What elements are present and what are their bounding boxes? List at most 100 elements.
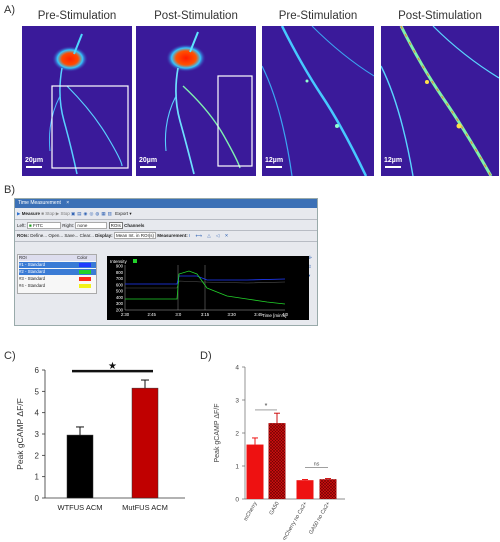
micrograph-pre-2: 12µm <box>262 26 374 176</box>
stop-icon-2: ▶ <box>55 211 60 216</box>
plot-ytick-5: 400 <box>116 295 124 300</box>
roi-swatch-3 <box>79 277 91 281</box>
tool-icons[interactable]: ▣▤◉◎◍▦▥ <box>71 211 114 216</box>
panel-c-letter: C) <box>4 350 16 362</box>
c-ytick-2: 2 <box>35 451 40 460</box>
c-ylabel: Peak gCAMP ΔF/F <box>15 398 25 470</box>
right-select[interactable]: none <box>75 222 108 229</box>
d-category-2: mCherry no Ca2+ <box>282 501 309 540</box>
d-sig-star: * <box>265 403 268 410</box>
chevron-down-icon[interactable]: ▾ <box>129 211 132 216</box>
intensity-legend-swatch <box>133 259 137 263</box>
define-button[interactable]: Define... <box>30 233 48 238</box>
rois-button[interactable]: ROIs <box>108 222 123 229</box>
left-select[interactable]: ■ FITC <box>27 222 62 229</box>
d-category-1: GA50 <box>268 501 280 516</box>
c-ytick-6: 6 <box>35 366 40 375</box>
roi-label-1: #1 - Standard <box>19 262 46 267</box>
close-icon[interactable]: × <box>66 200 70 206</box>
stop-button-1[interactable]: Stop <box>45 211 55 216</box>
d-ytick-3: 3 <box>235 398 239 405</box>
c-category-0: WTFUS ACM <box>58 503 103 512</box>
roi-swatch-1 <box>79 263 91 267</box>
plot-xtick-1: 2:45 <box>147 312 156 317</box>
plot-xtick-5: 3:45 <box>254 312 263 317</box>
roi-swatch-4 <box>79 284 91 288</box>
c-sig-star: ★ <box>108 361 117 372</box>
window-title: Time Measurement <box>18 200 61 206</box>
c-ytick-5: 5 <box>35 387 40 396</box>
intensity-ylabel: Intensity <box>110 259 128 264</box>
measurement-label: Measurement: <box>157 233 188 238</box>
roi-col-header: ROI <box>19 255 27 260</box>
roi-table: ROI Color #1 - Standard #2 - Standard #3… <box>17 254 97 294</box>
micrograph-post-1: 20µm <box>136 26 256 176</box>
plot-ytick-6: 300 <box>116 301 124 306</box>
intensity-xlabel: Time [min:s] <box>262 313 286 318</box>
micro-title-1: Pre-Stimulation <box>37 10 117 22</box>
channels-button[interactable]: Channels <box>124 223 145 228</box>
panel-a-letter: A) <box>4 4 15 16</box>
plot-ytick-2: 700 <box>116 276 124 281</box>
c-ytick-0: 0 <box>35 494 40 503</box>
c-ytick-3: 3 <box>35 430 40 439</box>
chart-d: 0 1 2 3 4 mCherry GA50 mCherry no Ca2+ GA50 no C… <box>214 365 345 540</box>
plot-ytick-0: 900 <box>116 264 124 269</box>
export-button[interactable]: Export <box>115 211 129 216</box>
play-icon[interactable]: ▶ <box>17 211 21 216</box>
micrograph-post-2: 12µm <box>381 26 499 176</box>
panel-b-letter: B) <box>4 184 15 196</box>
scalebar-label-2: 20µm <box>139 157 158 164</box>
d-ytick-1: 1 <box>235 464 239 471</box>
left-label: Left: <box>17 223 26 228</box>
d-category-0: mCherry <box>243 501 259 522</box>
stop-icon: ■ <box>41 211 44 216</box>
measurement-tool-icons[interactable]: I ⟷ △ ◁ ✕ <box>189 233 231 238</box>
display-select[interactable]: Mean Int. in ROI(s) <box>113 232 156 239</box>
side-tools[interactable]: ✣ ⇳ ▾ <box>308 255 312 278</box>
window-titlebar: Time Measurement × <box>15 199 317 208</box>
c-ytick-1: 1 <box>35 473 40 482</box>
save-button[interactable]: Save... <box>64 233 79 238</box>
c-category-1: MutFUS ACM <box>122 503 168 512</box>
clear-button[interactable]: Clear... <box>79 233 94 238</box>
scalebar-label-4: 12µm <box>384 157 403 164</box>
plot-xtick-4: 3:30 <box>227 312 236 317</box>
open-button[interactable]: Open... <box>48 233 64 238</box>
roi-table-header: ROI Color <box>19 255 96 261</box>
roi-row-3[interactable]: #3 - Standard <box>19 276 96 282</box>
plot-xtick-2: 3:0 <box>175 312 182 317</box>
stop-button-2[interactable]: Stop <box>60 211 70 216</box>
roi-row-2[interactable]: #2 - Standard <box>19 269 96 275</box>
roi-row-4[interactable]: #4 - Standard <box>19 283 96 289</box>
measure-button[interactable]: Measure <box>21 211 40 216</box>
c-ytick-4: 4 <box>35 409 40 418</box>
roi-row-1[interactable]: #1 - Standard <box>19 262 96 268</box>
rois-row: ROIs: Define... Open... Save... Clear...… <box>17 232 231 239</box>
toolbar-row: ▶ Measure ■ Stop ▶ Stop ▣▤◉◎◍▦▥ Export ▾ <box>17 211 132 217</box>
micro-title-3: Pre-Stimulation <box>278 10 358 22</box>
channel-row: Left: ■ FITC Right: none ROIs Channels <box>17 222 144 229</box>
plot-ytick-1: 800 <box>116 270 124 275</box>
plot-ytick-3: 600 <box>116 282 124 287</box>
display-label: Display: <box>95 233 113 238</box>
d-ytick-4: 4 <box>235 365 239 372</box>
d-bar-0 <box>246 444 264 499</box>
d-bar-2 <box>296 480 314 499</box>
micro-title-2: Post-Stimulation <box>154 10 238 22</box>
plot-ytick-7: 200 <box>116 308 124 313</box>
micro-title-4: Post-Stimulation <box>398 10 482 22</box>
scalebar-label-3: 12µm <box>265 157 284 164</box>
intensity-plot: Intensity 900 800 700 600 500 400 300 200 2:30 2… <box>107 256 309 320</box>
d-bar-3 <box>319 479 337 499</box>
chart-c: 0 1 2 3 4 5 6 WTFUS ACM MutFUS ACM ★ Peak gCAMP ΔF… <box>15 361 185 512</box>
rois-label: ROIs: <box>17 233 30 238</box>
c-bar-0 <box>66 434 94 499</box>
roi-label-3: #3 - Standard <box>19 276 46 281</box>
plot-xtick-3: 3:15 <box>201 312 210 317</box>
plot-xtick-6: 4:0 <box>282 312 289 317</box>
d-ytick-0: 0 <box>235 497 239 504</box>
roi-swatch-2 <box>79 270 91 274</box>
roi-label-2: #2 - Standard <box>19 269 46 274</box>
scalebar-label-1: 20µm <box>25 157 44 164</box>
